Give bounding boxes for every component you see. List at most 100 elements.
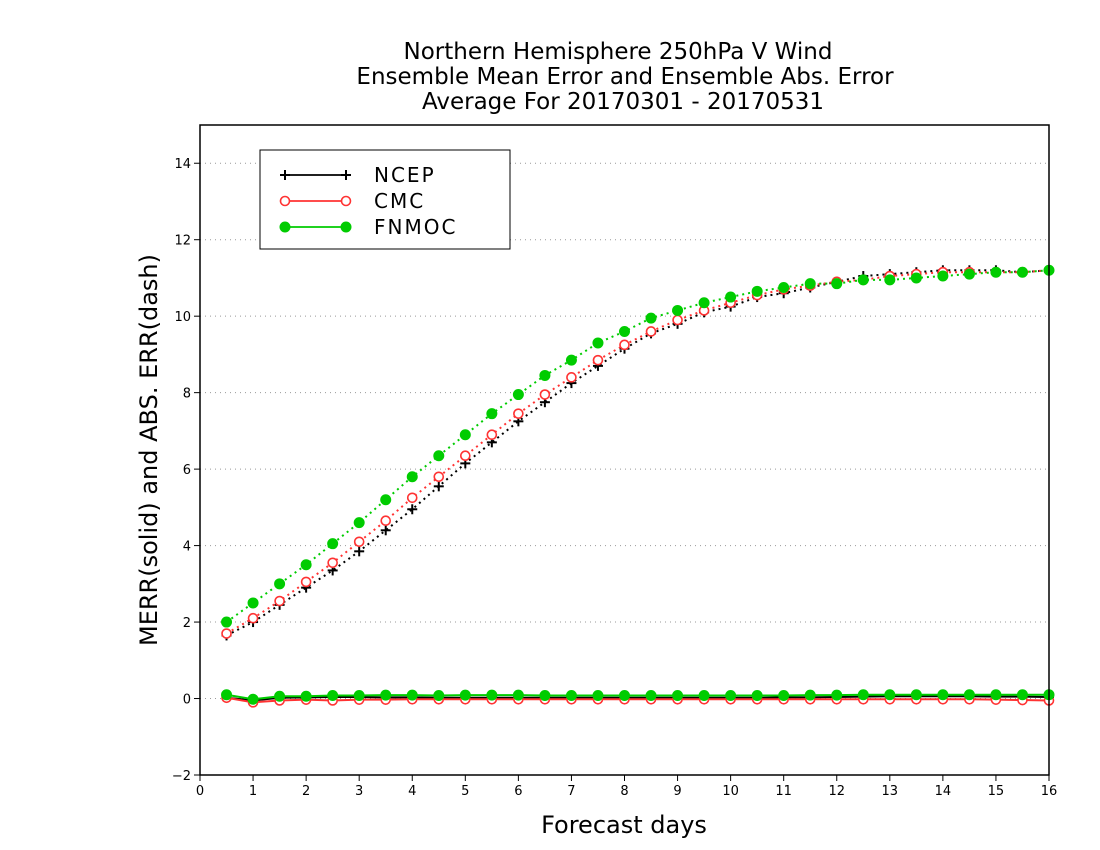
fnmoc-abs-error-point <box>1016 266 1028 278</box>
y-axis-label: MERR(solid) and ABS. ERR(dash) <box>135 254 163 646</box>
title-line-2: Ensemble Mean Error and Ensemble Abs. Er… <box>356 64 894 90</box>
fnmoc-abs-error-point <box>486 408 498 420</box>
fnmoc-abs-error-line <box>225 269 1050 623</box>
x-tick-label: 14 <box>935 784 952 799</box>
ncep-abs-error-line <box>226 269 1050 637</box>
fnmoc-mean-error-point <box>831 689 843 701</box>
fnmoc-abs-error-point <box>247 597 259 609</box>
fnmoc-mean-error-point <box>645 689 657 701</box>
gridlines <box>200 162 1049 776</box>
cmc-abs-error-point <box>274 595 285 607</box>
cmc-abs-error-point <box>566 372 577 383</box>
title-line-1: Northern Hemisphere 250hPa V Wind <box>404 39 833 65</box>
plot-series <box>221 264 1055 708</box>
ncep-abs-error-point <box>433 481 444 492</box>
fnmoc-abs-error-point <box>831 278 843 290</box>
y-tick-label: −2 <box>172 769 191 784</box>
fnmoc-mean-error-point <box>406 689 418 701</box>
cmc-abs-error-point <box>672 314 683 326</box>
fnmoc-abs-error-point <box>698 297 710 309</box>
chart-title: Northern Hemisphere 250hPa V Wind Ensemb… <box>356 39 894 115</box>
fnmoc-mean-error-point <box>327 689 339 701</box>
fnmoc-mean-error-point <box>565 689 577 701</box>
x-tick-label: 3 <box>355 784 363 799</box>
fnmoc-mean-error-point <box>433 689 445 701</box>
fnmoc-abs-error-point <box>751 285 763 297</box>
x-tick-label: 4 <box>408 784 416 799</box>
cmc-abs-error-point <box>645 326 657 337</box>
fnmoc-mean-error-point <box>380 689 392 701</box>
fnmoc-mean-error-point <box>1016 689 1028 701</box>
x-tick-label: 0 <box>196 784 204 799</box>
fnmoc-abs-error-point <box>512 389 524 401</box>
fnmoc-abs-error-point <box>539 369 551 381</box>
fnmoc-abs-error-point <box>406 471 418 483</box>
legend-marker-fnmoc <box>340 221 352 233</box>
ncep-abs-error-point <box>354 546 365 557</box>
x-tick-label: 1 <box>249 784 257 799</box>
fnmoc-mean-error-point <box>963 689 975 701</box>
fnmoc-abs-error-point <box>274 578 286 590</box>
fnmoc-abs-error-point <box>937 270 949 282</box>
fnmoc-mean-error-point <box>725 689 737 701</box>
cmc-abs-error-point <box>539 389 551 400</box>
cmc-abs-error-point <box>327 557 338 569</box>
title-line-3: Average For 20170301 - 20170531 <box>422 89 824 115</box>
fnmoc-mean-error-point <box>459 689 471 701</box>
fnmoc-mean-error-point <box>778 689 790 701</box>
x-tick-label: 2 <box>302 784 310 799</box>
x-tick-label: 13 <box>882 784 899 799</box>
fnmoc-mean-error-point <box>300 690 312 702</box>
y-tick-label: 8 <box>183 387 191 402</box>
cmc-mean-error-line <box>226 696 1050 704</box>
fnmoc-abs-error-point <box>221 616 233 628</box>
fnmoc-mean-error-point <box>804 689 816 701</box>
legend-marker-cmc <box>340 195 352 207</box>
fnmoc-mean-error-point <box>672 689 684 701</box>
fnmoc-abs-error-point <box>459 429 471 441</box>
x-tick-label: 12 <box>828 784 845 799</box>
cmc-abs-error-point <box>247 612 259 624</box>
fnmoc-abs-error-point <box>910 272 922 284</box>
fnmoc-mean-error-point <box>274 690 286 702</box>
fnmoc-mean-error-point <box>592 689 604 701</box>
fnmoc-mean-error-point <box>486 689 498 701</box>
fnmoc-abs-error-point <box>884 274 896 286</box>
fnmoc-abs-error-point <box>592 337 604 349</box>
fnmoc-mean-error-point <box>619 689 630 701</box>
fnmoc-mean-error-point <box>990 689 1002 701</box>
y-tick-label: 0 <box>183 693 191 708</box>
x-tick-label: 15 <box>988 784 1005 799</box>
fnmoc-abs-error-point <box>433 450 445 462</box>
fnmoc-mean-error-point <box>698 689 710 701</box>
cmc-abs-error-point <box>486 429 498 441</box>
cmc-abs-error-line <box>226 269 1050 635</box>
fnmoc-mean-error-point <box>937 689 949 701</box>
cmc-abs-error-point <box>460 450 471 462</box>
cmc-abs-error-point <box>619 339 630 351</box>
x-tick-label: 8 <box>620 784 628 799</box>
x-tick-label: 16 <box>1041 784 1058 799</box>
x-tick-label: 9 <box>673 784 681 799</box>
cmc-abs-error-point <box>353 536 365 548</box>
cmc-abs-error-point <box>300 576 312 588</box>
fnmoc-mean-error-point <box>884 689 896 701</box>
cmc-abs-error-point <box>221 628 232 639</box>
x-axis-label: Forecast days <box>541 811 707 839</box>
legend-label-fnmoc: FNMOC <box>374 215 457 239</box>
fnmoc-abs-error-point <box>327 538 339 550</box>
legend-marker-ncep <box>280 170 290 180</box>
fnmoc-mean-error-point <box>857 689 869 701</box>
fnmoc-mean-error-point <box>512 689 524 701</box>
fnmoc-abs-error-point <box>990 266 1002 278</box>
y-tick-label: 2 <box>183 616 191 631</box>
cmc-abs-error-point <box>513 408 524 419</box>
x-tick-label: 11 <box>775 784 792 799</box>
legend-label-ncep: NCEP <box>374 163 436 187</box>
fnmoc-abs-error-point <box>725 291 737 303</box>
cmc-abs-error-point <box>592 354 604 366</box>
